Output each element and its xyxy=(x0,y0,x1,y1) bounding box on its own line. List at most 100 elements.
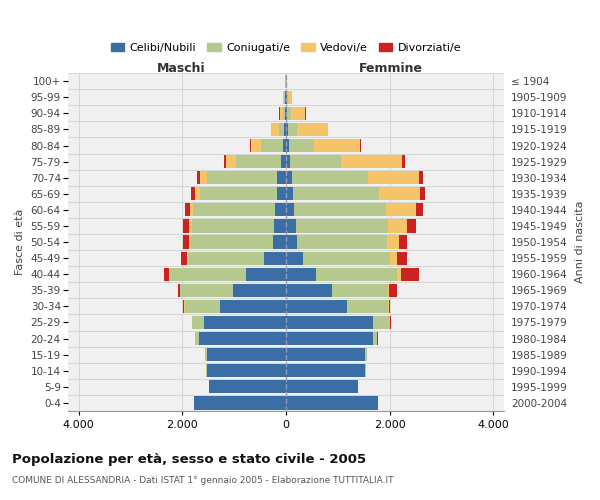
Bar xyxy=(251,139,261,152)
Bar xyxy=(286,316,373,329)
Bar xyxy=(397,268,401,281)
Bar xyxy=(281,155,286,168)
Bar xyxy=(314,139,359,152)
Bar xyxy=(286,90,287,104)
Bar xyxy=(204,316,286,329)
Bar xyxy=(332,284,388,297)
Bar xyxy=(287,90,288,104)
Bar xyxy=(274,220,286,232)
Bar xyxy=(277,171,286,184)
Bar xyxy=(286,220,296,232)
Bar xyxy=(402,155,405,168)
Bar xyxy=(284,90,285,104)
Bar xyxy=(401,268,419,281)
Bar xyxy=(191,236,272,248)
Bar xyxy=(284,123,286,136)
Bar xyxy=(208,171,277,184)
Bar xyxy=(407,220,416,232)
Bar xyxy=(292,171,368,184)
Bar xyxy=(209,380,286,394)
Bar xyxy=(183,236,190,248)
Bar xyxy=(290,155,341,168)
Bar xyxy=(169,268,245,281)
Bar xyxy=(250,139,251,152)
Bar xyxy=(286,252,303,264)
Bar xyxy=(293,187,379,200)
Bar xyxy=(286,107,287,120)
Text: Femmine: Femmine xyxy=(359,62,422,75)
Bar xyxy=(286,332,373,345)
Bar xyxy=(388,284,389,297)
Bar xyxy=(278,123,284,136)
Bar xyxy=(316,268,397,281)
Bar xyxy=(286,236,298,248)
Bar xyxy=(286,268,316,281)
Bar xyxy=(389,300,390,313)
Bar xyxy=(419,171,422,184)
Bar xyxy=(271,123,278,136)
Bar xyxy=(205,348,207,362)
Bar xyxy=(388,220,407,232)
Bar xyxy=(192,316,204,329)
Bar xyxy=(373,316,389,329)
Bar xyxy=(286,204,294,216)
Text: Maschi: Maschi xyxy=(157,62,206,75)
Bar xyxy=(197,171,200,184)
Bar xyxy=(298,123,328,136)
Bar xyxy=(359,139,361,152)
Bar xyxy=(303,252,389,264)
Bar xyxy=(420,187,425,200)
Bar xyxy=(188,252,264,264)
Bar xyxy=(264,252,286,264)
Bar xyxy=(193,204,275,216)
Bar xyxy=(386,236,399,248)
Bar xyxy=(196,332,199,345)
Bar xyxy=(283,107,285,120)
Bar xyxy=(286,396,378,409)
Bar xyxy=(199,332,286,345)
Bar xyxy=(286,74,287,88)
Bar xyxy=(399,236,407,248)
Bar xyxy=(285,90,286,104)
Bar xyxy=(190,204,193,216)
Bar xyxy=(286,284,332,297)
Bar xyxy=(191,187,196,200)
Y-axis label: Fasce di età: Fasce di età xyxy=(15,209,25,275)
Bar xyxy=(164,268,169,281)
Bar xyxy=(181,252,187,264)
Bar xyxy=(196,187,200,200)
Bar xyxy=(277,187,286,200)
Bar xyxy=(288,90,292,104)
Bar xyxy=(373,332,377,345)
Bar xyxy=(192,220,274,232)
Bar xyxy=(178,284,180,297)
Bar xyxy=(200,187,277,200)
Bar xyxy=(190,236,191,248)
Bar xyxy=(200,171,208,184)
Bar xyxy=(280,107,283,120)
Bar xyxy=(347,300,388,313)
Bar xyxy=(389,252,397,264)
Bar xyxy=(389,284,397,297)
Bar xyxy=(386,204,416,216)
Bar xyxy=(286,123,288,136)
Bar xyxy=(220,300,286,313)
Text: COMUNE DI ALESSANDRIA - Dati ISTAT 1° gennaio 2005 - Elaborazione TUTTITALIA.IT: COMUNE DI ALESSANDRIA - Dati ISTAT 1° ge… xyxy=(12,476,394,485)
Bar xyxy=(416,204,423,216)
Bar xyxy=(283,139,286,152)
Bar xyxy=(181,284,233,297)
Bar xyxy=(272,236,286,248)
Bar xyxy=(207,364,286,378)
Bar xyxy=(261,139,283,152)
Bar xyxy=(185,300,220,313)
Bar xyxy=(224,155,226,168)
Y-axis label: Anni di nascita: Anni di nascita xyxy=(575,201,585,283)
Bar xyxy=(283,90,284,104)
Bar xyxy=(341,155,402,168)
Bar xyxy=(365,348,367,362)
Bar xyxy=(286,139,289,152)
Bar xyxy=(233,284,286,297)
Bar xyxy=(226,155,236,168)
Bar xyxy=(286,364,365,378)
Bar xyxy=(294,204,386,216)
